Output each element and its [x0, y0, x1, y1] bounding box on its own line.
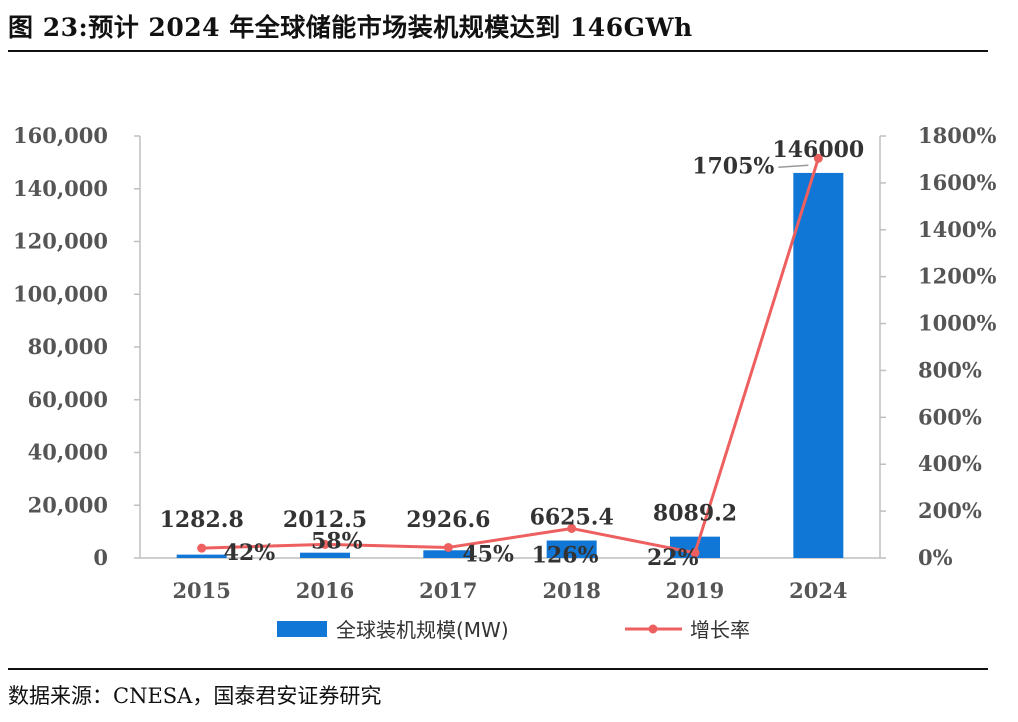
- data-labels: 1282.8 2012.5 2926.6 6625.4 8089.2 146000 42% 5…: [160, 137, 865, 571]
- y-right-tick-label: 1000%: [918, 311, 996, 336]
- bar: [670, 536, 720, 558]
- y-left-tick-label: 140,000: [13, 176, 108, 201]
- growth-line: [201, 157, 820, 555]
- legend-line-marker: [648, 624, 658, 634]
- y-left-tick-label: 80,000: [28, 334, 108, 359]
- legend-line-label: 增长率: [690, 618, 750, 642]
- y-left-tick-label: 120,000: [13, 229, 108, 254]
- bar-value-label: 1282.8: [160, 507, 244, 533]
- growth-rate-label: 22%: [647, 545, 699, 571]
- growth-rate-label: 1705%: [692, 153, 774, 179]
- line-point: [443, 542, 453, 552]
- y-right-tick-label: 1600%: [918, 170, 996, 195]
- x-tick-label: 2017: [419, 578, 477, 603]
- y-right-tick-label: 600%: [918, 404, 982, 429]
- y-right-tick-label: 0%: [918, 545, 953, 570]
- x-tick-label: 2019: [666, 578, 724, 603]
- source-rule: [8, 668, 988, 670]
- chart-axes: 0 20,000 40,000 60,000 80,000 100,000 120,000 1…: [13, 123, 996, 603]
- x-tick-label: 2015: [172, 578, 230, 603]
- y-right-tick-label: 1800%: [918, 123, 996, 148]
- bar: [793, 172, 844, 559]
- growth-rate-label: 58%: [311, 528, 363, 554]
- line-point: [567, 523, 577, 533]
- leader-line: [778, 164, 809, 169]
- bar: [300, 552, 350, 558]
- line-point: [813, 153, 823, 163]
- bar: [546, 540, 597, 558]
- bar: [176, 554, 227, 558]
- y-left-tick-label: 160,000: [13, 123, 108, 148]
- bar-value-label: 2926.6: [406, 507, 490, 533]
- line-point: [690, 548, 700, 558]
- x-tick-label: 2018: [542, 578, 600, 603]
- bar-series: [176, 172, 844, 559]
- bar: [423, 550, 474, 558]
- line-point: [197, 543, 207, 553]
- source-note: 数据来源：CNESA，国泰君安证券研究: [8, 684, 382, 708]
- figure-title: 图 23:预计 2024 年全球储能市场装机规模达到 146GWh: [8, 13, 693, 42]
- y-left-tick-label: 40,000: [28, 440, 108, 465]
- y-left-tick-label: 0: [93, 545, 108, 570]
- y-left-tick-label: 100,000: [13, 281, 108, 306]
- x-tick-label: 2024: [789, 578, 847, 603]
- title-rule: [8, 50, 988, 52]
- y-right-tick-label: 200%: [918, 498, 982, 523]
- bar-value-label: 2012.5: [283, 507, 367, 533]
- y-right-tick-label: 1400%: [918, 217, 996, 242]
- bar-value-label: 6625.4: [530, 505, 614, 531]
- growth-rate-label: 126%: [532, 542, 599, 568]
- line-point: [320, 539, 330, 549]
- growth-rate-label: 45%: [462, 541, 514, 567]
- legend-bar-swatch: [277, 621, 327, 637]
- y-right-tick-label: 400%: [918, 451, 982, 476]
- y-right-tick-label: 800%: [918, 357, 982, 382]
- x-tick-label: 2016: [296, 578, 354, 603]
- bar-value-label: 146000: [772, 137, 864, 163]
- chart-legend: 全球装机规模(MW) 增长率: [277, 618, 750, 642]
- legend-bar-label: 全球装机规模(MW): [336, 618, 509, 642]
- y-left-tick-label: 20,000: [28, 492, 108, 517]
- growth-rate-label: 42%: [224, 540, 276, 566]
- y-left-tick-label: 60,000: [28, 387, 108, 412]
- y-right-tick-label: 1200%: [918, 264, 996, 289]
- line-series: [197, 153, 823, 558]
- bar-value-label: 8089.2: [653, 501, 737, 527]
